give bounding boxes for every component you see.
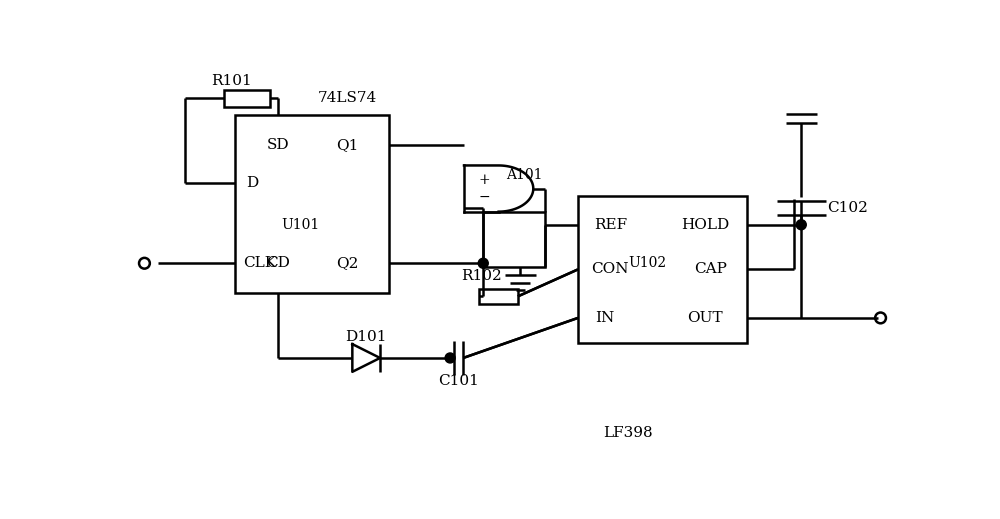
Text: CAP: CAP xyxy=(694,263,727,277)
Circle shape xyxy=(796,220,806,230)
Bar xyxy=(224,90,270,107)
Bar xyxy=(483,212,545,267)
Text: R102: R102 xyxy=(461,268,502,282)
Text: +: + xyxy=(479,173,491,187)
Text: U102: U102 xyxy=(628,256,666,270)
Text: OUT: OUT xyxy=(687,311,723,325)
Text: C102: C102 xyxy=(827,201,868,215)
Text: Q1: Q1 xyxy=(336,138,358,152)
Text: REF: REF xyxy=(594,218,627,232)
Text: A101: A101 xyxy=(506,169,542,183)
Text: U101: U101 xyxy=(282,218,320,232)
Text: D: D xyxy=(246,176,258,190)
Text: CLK: CLK xyxy=(243,256,277,270)
Bar xyxy=(479,289,518,304)
Text: HOLD: HOLD xyxy=(681,218,729,232)
Text: C101: C101 xyxy=(438,374,479,388)
Bar xyxy=(235,115,389,293)
Text: −: − xyxy=(479,190,491,204)
Text: 74LS74: 74LS74 xyxy=(317,91,377,105)
Text: D101: D101 xyxy=(345,330,387,344)
Text: CD: CD xyxy=(266,256,290,270)
Text: R101: R101 xyxy=(211,74,252,88)
Text: SD: SD xyxy=(266,138,289,152)
Circle shape xyxy=(445,353,455,363)
Text: CON: CON xyxy=(592,263,629,277)
Text: LF398: LF398 xyxy=(603,426,653,440)
Text: Q2: Q2 xyxy=(336,256,358,270)
Bar xyxy=(578,196,747,343)
Text: IN: IN xyxy=(595,311,615,325)
Circle shape xyxy=(478,258,488,268)
